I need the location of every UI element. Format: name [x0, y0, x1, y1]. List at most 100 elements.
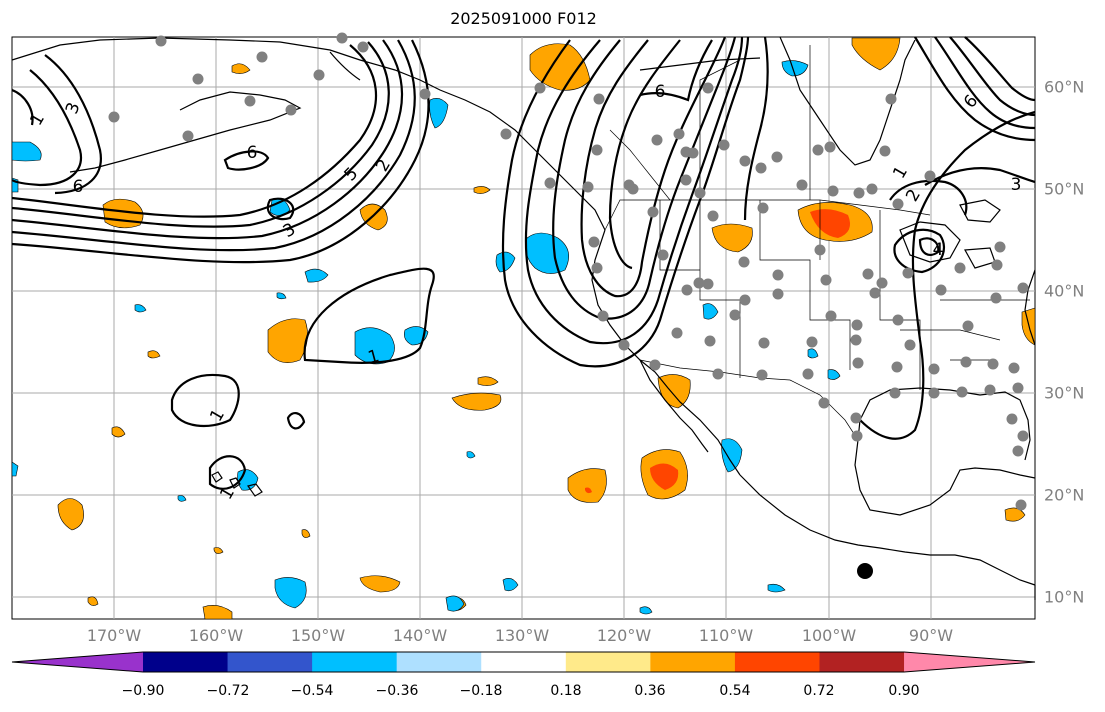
- station-dot: [818, 397, 830, 409]
- station-dot: [419, 88, 431, 100]
- negative-anomalies: [11, 60, 841, 615]
- colorbar-segment: [143, 652, 229, 672]
- map-frame: [11, 36, 1036, 620]
- station-dot: [647, 206, 659, 218]
- station-dot: [739, 294, 751, 306]
- station-dot: [990, 292, 1002, 304]
- station-dot: [618, 339, 630, 351]
- station-dot: [182, 130, 194, 142]
- station-dot: [820, 274, 832, 286]
- station-dot: [1008, 362, 1020, 374]
- colorbar-tick: 0.54: [719, 683, 751, 699]
- tropical-cyclone-marker: [857, 563, 873, 579]
- station-dot: [892, 198, 904, 210]
- station-dot: [591, 144, 603, 156]
- station-dot: [192, 73, 204, 85]
- station-dot: [824, 141, 836, 153]
- station-dot: [588, 236, 600, 248]
- lon-label: 130°W: [494, 626, 550, 645]
- station-dot: [657, 249, 669, 261]
- station-dot: [852, 357, 864, 369]
- station-dot: [771, 151, 783, 163]
- station-dot: [649, 359, 661, 371]
- colorbar-segment: [819, 652, 905, 672]
- station-dot: [755, 162, 767, 174]
- station-dot: [702, 82, 714, 94]
- lat-label: 40°N: [1044, 281, 1085, 301]
- lon-label: 120°W: [596, 626, 652, 645]
- station-dot: [806, 336, 818, 348]
- colorbar-tick: −0.54: [290, 683, 334, 699]
- station-dot: [984, 384, 996, 396]
- station-dot: [671, 327, 683, 339]
- lon-label: 100°W: [801, 626, 857, 645]
- station-dot: [956, 386, 968, 398]
- station-dot: [869, 287, 881, 299]
- lat-label: 60°N: [1044, 77, 1085, 97]
- station-dot: [994, 241, 1006, 253]
- station-dot: [693, 277, 705, 289]
- station-dot: [962, 320, 974, 332]
- station-dot: [772, 269, 784, 281]
- contour-label: 6: [247, 143, 258, 163]
- station-dot: [892, 314, 904, 326]
- colorbar-outline: [11, 651, 1036, 673]
- colorbar-tick: 0.18: [550, 683, 582, 699]
- station-dot: [704, 335, 716, 347]
- station-dot: [1006, 413, 1018, 425]
- colorbar-extend-high: [904, 652, 1035, 672]
- colorbar-tick: −0.18: [459, 683, 503, 699]
- station-dot: [702, 278, 714, 290]
- station-dot: [593, 93, 605, 105]
- colorbar-tick: 0.72: [803, 683, 835, 699]
- station-dot: [597, 310, 609, 322]
- colorbar-segment: [312, 652, 398, 672]
- lon-label: 150°W: [290, 626, 346, 645]
- station-dot: [758, 337, 770, 349]
- station-dot: [544, 177, 556, 189]
- station-dot: [534, 82, 546, 94]
- colorbar-segment: [734, 652, 820, 672]
- station-dot: [862, 268, 874, 280]
- colorbar-tick: −0.72: [206, 683, 250, 699]
- station-dot: [313, 69, 325, 81]
- colorbar: [11, 651, 1036, 673]
- station-dot: [991, 259, 1003, 271]
- station-dot: [866, 183, 878, 195]
- station-dot: [1012, 445, 1024, 457]
- colorbar-tick: −0.36: [375, 683, 419, 699]
- map-title: 2025091000 F012: [450, 9, 597, 28]
- station-dot: [928, 387, 940, 399]
- station-dot: [681, 284, 693, 296]
- lon-label: 140°W: [392, 626, 448, 645]
- station-markers: [108, 32, 1029, 511]
- station-dot: [889, 387, 901, 399]
- station-dot: [814, 244, 826, 256]
- station-dot: [256, 51, 268, 63]
- station-dot: [729, 309, 741, 321]
- station-dot: [756, 369, 768, 381]
- station-dot: [108, 111, 120, 123]
- colorbar-segment: [565, 652, 651, 672]
- lon-label: 110°W: [698, 626, 754, 645]
- station-dot: [673, 128, 685, 140]
- station-dot: [879, 145, 891, 157]
- lon-label: 170°W: [86, 626, 142, 645]
- station-dot: [285, 104, 297, 116]
- station-dot: [623, 179, 635, 191]
- station-dot: [891, 361, 903, 373]
- contour-label: 6: [73, 177, 84, 197]
- lat-label: 10°N: [1044, 587, 1085, 607]
- station-dot: [924, 170, 936, 182]
- station-dot: [1017, 430, 1029, 442]
- colorbar-tick: 0.90: [888, 683, 920, 699]
- station-dot: [851, 319, 863, 331]
- station-dot: [718, 139, 730, 151]
- colorbar-segment: [227, 652, 313, 672]
- station-dot: [591, 262, 603, 274]
- station-dot: [876, 277, 888, 289]
- station-dot: [694, 187, 706, 199]
- station-dot: [802, 368, 814, 380]
- station-dot: [651, 134, 663, 146]
